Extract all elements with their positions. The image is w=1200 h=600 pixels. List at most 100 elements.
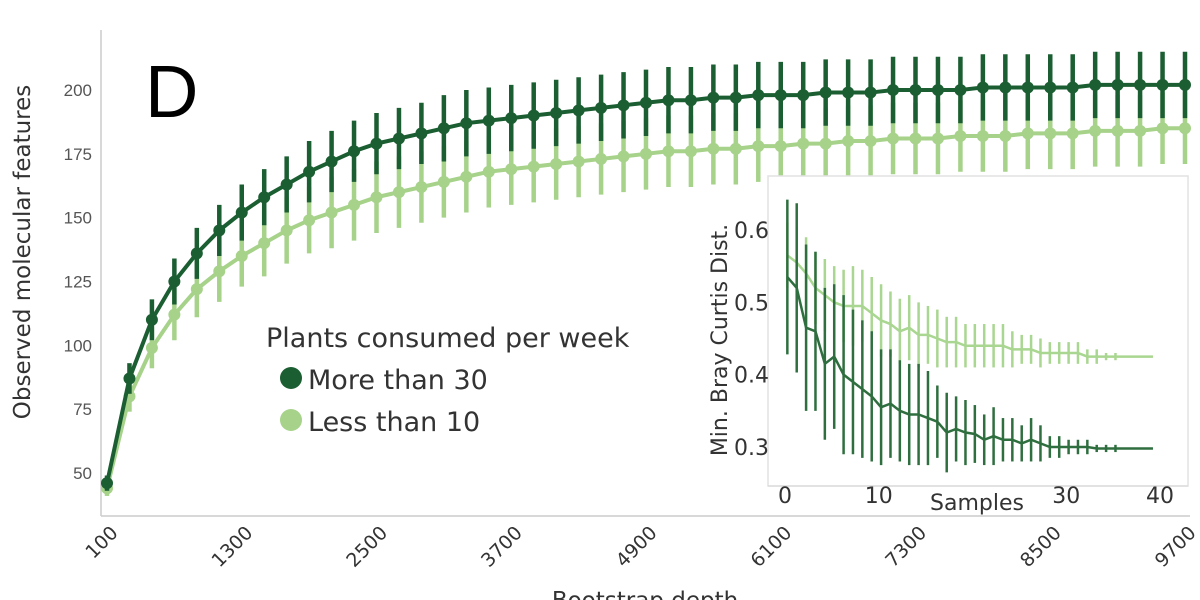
inset-series-dark	[786, 199, 1153, 473]
x-tick-label: 6100	[747, 522, 797, 572]
data-point	[976, 129, 989, 142]
data-point	[842, 135, 855, 148]
data-point	[325, 206, 338, 219]
legend: Plants consumed per week More than 30 Le…	[266, 323, 630, 438]
data-point	[370, 137, 383, 150]
data-point	[190, 247, 203, 260]
data-point	[774, 89, 787, 102]
data-point	[348, 145, 361, 158]
x-tick-label: 4900	[612, 522, 662, 572]
data-point	[684, 94, 697, 107]
y-tick-label: 150	[64, 209, 92, 228]
data-point	[864, 86, 877, 99]
data-point	[842, 86, 855, 99]
data-point	[617, 99, 630, 112]
data-point	[168, 308, 181, 321]
data-point	[460, 117, 473, 130]
data-point	[235, 249, 248, 262]
data-point	[527, 109, 540, 122]
inset-y-tick-label: 0.3	[734, 436, 769, 461]
data-point	[460, 170, 473, 183]
data-point	[1179, 78, 1191, 91]
data-point	[303, 165, 316, 178]
inset-y-tick-label: 0.5	[734, 291, 769, 316]
data-point	[1044, 127, 1057, 140]
data-point	[482, 165, 495, 178]
data-point	[662, 94, 675, 107]
data-point	[752, 89, 765, 102]
data-point	[797, 89, 810, 102]
data-point	[235, 206, 248, 219]
data-point	[415, 127, 428, 140]
inset-x-tick-label: 40	[1146, 484, 1174, 509]
inset-x-tick-label: 30	[1052, 484, 1080, 509]
inset-background	[767, 175, 1189, 487]
data-point	[303, 214, 316, 227]
data-point	[595, 101, 608, 114]
data-point	[707, 142, 720, 155]
data-point	[550, 158, 563, 171]
data-point	[976, 81, 989, 94]
inset-ticks: 0.3 0.4 0.5 0.6 0 10 30 40	[734, 219, 1174, 509]
legend-label-more-than-30: More than 30	[308, 365, 488, 396]
data-point	[527, 160, 540, 173]
data-point	[1089, 124, 1102, 137]
series-line	[786, 254, 1153, 358]
data-point	[1134, 124, 1147, 137]
data-point	[101, 477, 113, 490]
data-point	[595, 152, 608, 165]
data-point	[505, 163, 518, 176]
data-point	[505, 112, 518, 125]
data-point	[684, 145, 697, 158]
data-point	[999, 81, 1012, 94]
series-more-than-30	[101, 51, 1191, 491]
inset-y-axis-label: Min. Bray Curtis Dist.	[708, 224, 733, 456]
data-point	[123, 372, 136, 385]
data-point	[954, 84, 967, 96]
x-tick-label: 1300	[208, 522, 258, 572]
data-point	[797, 137, 810, 150]
data-point	[213, 224, 226, 237]
data-point	[325, 155, 338, 168]
data-point	[572, 104, 585, 117]
panel-label: D	[145, 50, 198, 133]
y-tick-label: 50	[73, 464, 92, 483]
data-point	[1089, 78, 1102, 91]
data-point	[145, 313, 158, 326]
data-point	[662, 145, 675, 158]
data-point	[617, 150, 630, 163]
data-point	[909, 84, 922, 96]
inset-x-tick-label: 10	[865, 484, 893, 509]
data-point	[190, 283, 203, 296]
inset-y-tick-label: 0.6	[734, 219, 769, 244]
data-point	[1156, 122, 1169, 135]
data-point	[258, 237, 271, 250]
data-point	[258, 191, 271, 204]
data-point	[482, 114, 495, 127]
data-point	[999, 129, 1012, 142]
data-point	[348, 198, 361, 211]
data-point	[168, 275, 181, 288]
y-tick-label: 125	[64, 272, 92, 291]
data-point	[931, 132, 944, 145]
data-point	[1111, 78, 1124, 91]
x-tick-label: 9700	[1151, 522, 1200, 572]
data-point	[819, 137, 832, 150]
data-point	[1179, 122, 1191, 135]
data-point	[437, 175, 450, 188]
data-point	[415, 181, 428, 194]
data-point	[1066, 127, 1079, 140]
inset-chart: 0.3 0.4 0.5 0.6 0 10 30 40 Min. Bray Curtis Dis…	[708, 175, 1189, 516]
main-series	[101, 51, 1191, 496]
data-point	[640, 147, 652, 160]
data-point	[145, 341, 158, 354]
data-point	[1066, 81, 1079, 94]
data-point	[370, 191, 383, 204]
y-tick-label: 175	[64, 145, 92, 164]
data-point	[1021, 81, 1034, 94]
y-axis-label: Observed molecular features	[10, 85, 36, 419]
data-point	[864, 135, 877, 148]
data-point	[909, 132, 922, 145]
legend-title: Plants consumed per week	[266, 323, 630, 354]
